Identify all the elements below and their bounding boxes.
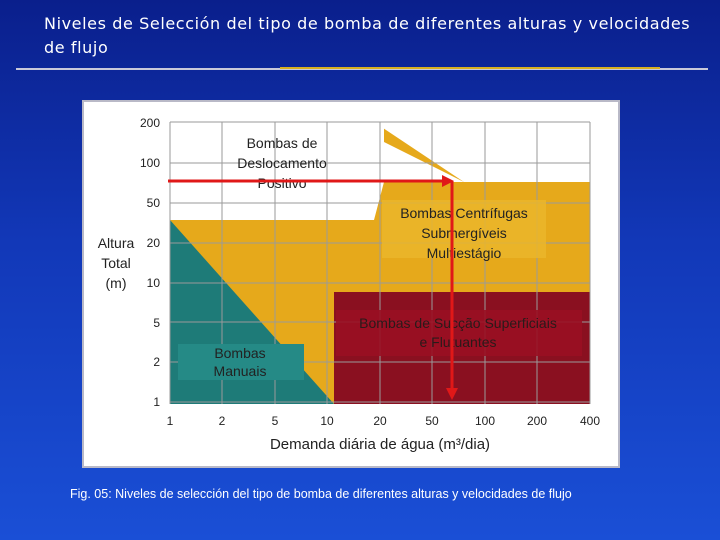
arrow-head-down [446,388,458,400]
x-tick-label: 20 [373,414,387,428]
x-tick-label: 50 [425,414,439,428]
region-label-positive-2: Deslocamento [237,155,327,171]
surface-suction-label-box [336,310,582,356]
manual-label-box [178,344,304,380]
region-label-centrifugal-3: Multiestágio [427,245,502,261]
y-axis-label-2: Total [101,255,131,271]
x-tick-label: 2 [219,414,226,428]
region-label-positive-3: Positivo [257,175,306,191]
slide-title: Niveles de Selección del tipo de bomba d… [44,14,691,57]
x-tick-label: 200 [527,414,547,428]
y-tick-label: 200 [140,116,160,130]
grid [169,121,591,404]
y-tick-label: 100 [140,156,160,170]
x-tick-label: 100 [475,414,495,428]
title-divider [16,68,708,70]
y-axis-label-3: (m) [106,275,127,291]
region-label-positive-1: Bombas de [247,135,318,151]
region-label-suction-2: e Flutuantes [419,334,496,350]
x-tick-label: 10 [320,414,334,428]
figure-caption: Fig. 05: Niveles de selección del tipo d… [70,487,572,501]
title-divider-accent [280,67,660,69]
x-axis-label: Demanda diária de água (m³/dia) [270,436,490,453]
pump-selection-diagram: Bombas de Deslocamento Positivo Bombas C… [98,116,601,453]
region-label-manual-2: Manuais [214,363,267,379]
region-positive-displacement-mid [170,122,464,220]
y-tick-label: 1 [153,395,160,409]
region-label-manual-1: Bombas [214,345,265,361]
y-tick-label: 10 [147,276,161,290]
region-label-centrifugal-1: Bombas Centrífugas [400,205,528,221]
x-tick-label: 1 [167,414,174,428]
y-tick-label: 5 [153,316,160,330]
y-tick-label: 50 [147,196,161,210]
y-tick-label: 20 [147,236,161,250]
x-tick-label: 400 [580,414,600,428]
centrifugal-label-box [382,200,546,258]
region-label-centrifugal-2: Submergíveis [421,225,507,241]
y-axis-label-1: Altura [98,235,135,251]
region-label-suction-1: Bombas de Sucção Superficiais [359,315,557,331]
selection-arrow [168,179,454,392]
figure-frame: Bombas de Deslocamento Positivo Bombas C… [82,100,620,468]
arrow-head-right [442,175,454,187]
x-tick-label: 5 [272,414,279,428]
y-tick-label: 2 [153,355,160,369]
